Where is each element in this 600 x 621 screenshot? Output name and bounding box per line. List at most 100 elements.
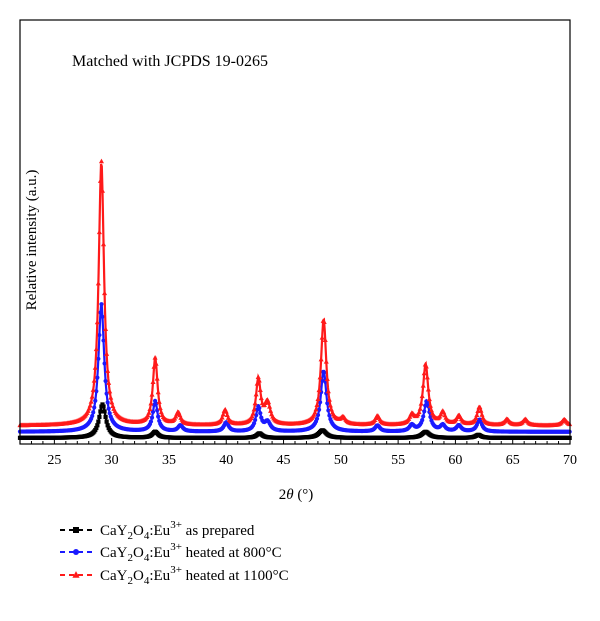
data-point <box>99 188 106 193</box>
legend-label-part: 4 <box>144 575 150 587</box>
data-point <box>256 377 262 383</box>
legend-label-part: 4 <box>144 552 150 564</box>
x-axis-label: 2θ (°) <box>279 487 314 503</box>
data-point <box>103 326 109 332</box>
data-point <box>95 375 100 380</box>
legend-label: CaY2O4:Eu3+ heated at 800°C <box>100 541 282 564</box>
data-point <box>317 400 323 405</box>
data-point <box>146 410 152 415</box>
data-point <box>88 399 94 404</box>
data-point <box>326 397 332 402</box>
data-point <box>253 417 258 423</box>
data-point <box>321 319 327 325</box>
data-point <box>148 400 154 406</box>
data-point <box>145 412 151 418</box>
data-point <box>95 280 101 286</box>
series-2 <box>17 158 573 428</box>
plot-area <box>17 158 573 441</box>
x-tick-label: 60 <box>448 453 462 468</box>
data-point <box>249 413 255 419</box>
data-point <box>97 332 102 338</box>
data-point <box>324 376 330 381</box>
data-point <box>258 411 263 416</box>
legend-label-part: O <box>133 523 144 539</box>
data-point <box>418 401 424 406</box>
data-point <box>156 414 161 419</box>
data-point <box>148 419 154 424</box>
legend-marker <box>72 571 80 578</box>
data-point <box>158 409 164 415</box>
data-point <box>94 319 100 325</box>
data-point <box>89 393 95 399</box>
legend-item: CaY2O4:Eu3+ heated at 800°C <box>60 541 282 564</box>
data-point <box>99 302 104 307</box>
legend-label-part: as prepared <box>182 523 255 539</box>
legend-label-part: :Eu <box>149 568 170 584</box>
data-point <box>104 419 109 424</box>
data-point <box>427 403 433 408</box>
legend-label-part: :Eu <box>149 523 170 539</box>
data-point <box>254 413 259 418</box>
legend-label-part: heated at 1100°C <box>182 568 289 584</box>
legend-label-part: 2 <box>128 552 134 564</box>
data-point <box>257 387 263 392</box>
data-point <box>423 363 429 369</box>
data-point <box>104 351 110 356</box>
legend-label-part: 4 <box>144 530 150 542</box>
data-point <box>92 405 97 410</box>
data-point <box>103 414 108 420</box>
data-point <box>223 408 229 414</box>
data-point <box>101 404 106 409</box>
data-point <box>154 376 160 381</box>
legend-label-part: O <box>133 568 144 584</box>
data-point <box>255 374 261 379</box>
data-point <box>101 241 107 247</box>
x-tick-label: 65 <box>506 453 520 468</box>
data-point <box>219 414 225 420</box>
data-point <box>94 389 99 394</box>
data-point <box>107 411 112 416</box>
legend-item: CaY2O4:Eu3+ as prepared <box>60 519 255 542</box>
data-point <box>417 406 423 411</box>
data-point <box>86 405 92 411</box>
data-point <box>313 406 319 412</box>
data-point <box>258 395 264 401</box>
data-point <box>105 400 110 405</box>
data-point <box>252 400 258 406</box>
legend-label-part: 2 <box>128 530 134 542</box>
data-point <box>98 409 103 414</box>
series-0 <box>17 402 572 441</box>
data-point <box>316 387 322 393</box>
data-point <box>98 310 103 315</box>
data-point <box>266 399 272 405</box>
data-point <box>478 408 484 413</box>
x-tick-label: 50 <box>334 453 348 468</box>
data-point <box>95 423 100 428</box>
data-point <box>312 409 318 415</box>
data-point <box>105 368 111 373</box>
data-point <box>421 370 427 376</box>
data-point <box>155 389 161 395</box>
data-point <box>426 396 432 402</box>
y-axis-label: Relative intensity (a.u.) <box>24 170 40 311</box>
data-point <box>327 413 332 418</box>
data-point <box>250 410 256 416</box>
data-point <box>323 358 329 364</box>
data-point <box>314 416 320 421</box>
data-point <box>251 421 257 426</box>
data-point <box>103 378 108 384</box>
data-point <box>407 414 413 419</box>
data-point <box>156 399 162 404</box>
data-point <box>109 399 115 405</box>
legend-label-part: heated at 800°C <box>182 545 282 561</box>
data-point <box>150 379 156 384</box>
x-tick-label: 40 <box>219 453 233 468</box>
data-point <box>93 398 98 403</box>
data-point <box>425 386 431 392</box>
data-point <box>154 401 159 406</box>
data-point <box>87 402 93 408</box>
data-point <box>479 412 485 417</box>
legend-label-part: 2 <box>128 575 134 587</box>
data-point <box>97 414 102 420</box>
